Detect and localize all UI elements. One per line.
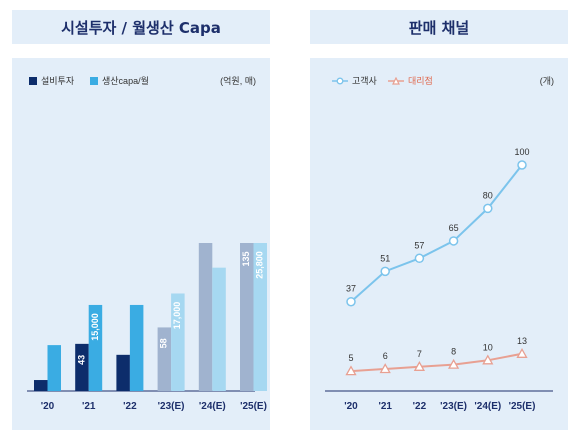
line-chart: 37 51 57 65 80 100 5 6 7 8 10 13 '20 '21 '22 '23(E) '24(…: [325, 147, 553, 412]
customers-line: [350, 164, 523, 303]
customers-value-label: 51: [380, 253, 390, 263]
dealers-value-label: 6: [383, 351, 388, 361]
bar-capacity: [88, 304, 103, 391]
legend-dealers: 대리점: [388, 74, 433, 87]
dealers-value-label: 7: [417, 349, 422, 359]
dealers-point: [413, 360, 426, 371]
bar-investment: [157, 327, 172, 391]
x-tick-label: '22: [413, 401, 427, 412]
legend-swatch-capacity: [90, 76, 98, 85]
right-chart-title: 판매 채널: [310, 10, 568, 44]
bar-investment: [75, 343, 89, 391]
dealers-point: [447, 358, 460, 369]
bar-investment-label: 58: [159, 338, 169, 348]
legend-marker-dealers: [388, 76, 404, 85]
customers-value-label: 80: [483, 190, 493, 200]
bar-investment-label: 43: [76, 355, 86, 365]
right-chart-unit: (개): [539, 76, 554, 86]
x-tick-label: '20: [41, 401, 55, 412]
bar-capacity: [253, 243, 267, 391]
bar-capacity: [129, 304, 144, 391]
legend-label-capacity: 생산capa/월: [102, 76, 149, 86]
dealers-point: [482, 354, 494, 365]
customers-value-label: 65: [449, 223, 459, 233]
dealers-value-label: 5: [348, 353, 353, 363]
dealers-point: [345, 365, 357, 376]
legend-customers: 고객사: [332, 74, 377, 87]
customers-point: [346, 296, 356, 307]
customers-point: [483, 203, 493, 214]
customers-point: [517, 160, 527, 170]
customers-value-label: 57: [414, 240, 424, 250]
bar-investment: [240, 243, 254, 391]
legend-investment: 설비투자: [29, 74, 74, 87]
x-tick-label: '21: [378, 401, 392, 412]
left-chart-panel: 설비투자 생산capa/월 (억원, 매) '20 43 15,000 '21 '22 5…: [12, 58, 270, 430]
x-tick-label: '23(E): [158, 401, 185, 412]
dealers-point: [379, 363, 391, 374]
bar-capacity: [212, 267, 226, 391]
bar-capacity-label: 25,800: [255, 251, 265, 279]
dealers-value-label: 13: [517, 336, 527, 346]
legend-label-dealers: 대리점: [408, 76, 433, 86]
left-chart-unit: (억원, 매): [220, 76, 256, 86]
right-chart-panel: 고객사 대리점 (개) 37 51 57 65 80 100 5 6 7 8 10 13 '20 '21 '…: [310, 58, 568, 430]
bar-capacity-label: 15,000: [90, 313, 100, 341]
x-tick-label: '21: [82, 401, 96, 412]
customers-value-label: 100: [514, 147, 529, 157]
dealers-value-label: 10: [483, 342, 493, 352]
customers-point: [448, 236, 459, 246]
bar-investment: [116, 354, 130, 391]
bar-capacity: [47, 345, 61, 391]
legend-marker-customers: [332, 77, 348, 84]
x-tick-label: '25(E): [509, 401, 536, 412]
dealers-point: [516, 347, 528, 358]
x-tick-label: '20: [344, 401, 358, 412]
x-tick-label: '22: [123, 401, 137, 412]
bar-capacity-label: 17,000: [172, 302, 182, 330]
x-tick-label: '23(E): [440, 401, 467, 412]
customers-value-label: 37: [346, 284, 356, 294]
x-tick-label: '24(E): [474, 401, 501, 412]
customers-point: [380, 266, 390, 277]
legend-capacity: 생산capa/월: [90, 74, 149, 87]
bar-investment-label: 135: [241, 251, 251, 266]
legend-label-customers: 고객사: [352, 76, 377, 86]
x-tick-label: '25(E): [240, 401, 267, 412]
left-chart-title: 시설투자 / 월생산 Capa: [12, 10, 270, 44]
legend-swatch-investment: [29, 76, 37, 85]
x-tick-label: '24(E): [199, 401, 226, 412]
bar-investment: [34, 380, 48, 391]
bar-investment: [198, 243, 213, 391]
customers-point: [414, 253, 425, 264]
dealers-value-label: 8: [451, 347, 456, 357]
bar-capacity: [171, 293, 185, 391]
dealers-line: [350, 352, 523, 373]
legend-label-investment: 설비투자: [41, 76, 75, 86]
